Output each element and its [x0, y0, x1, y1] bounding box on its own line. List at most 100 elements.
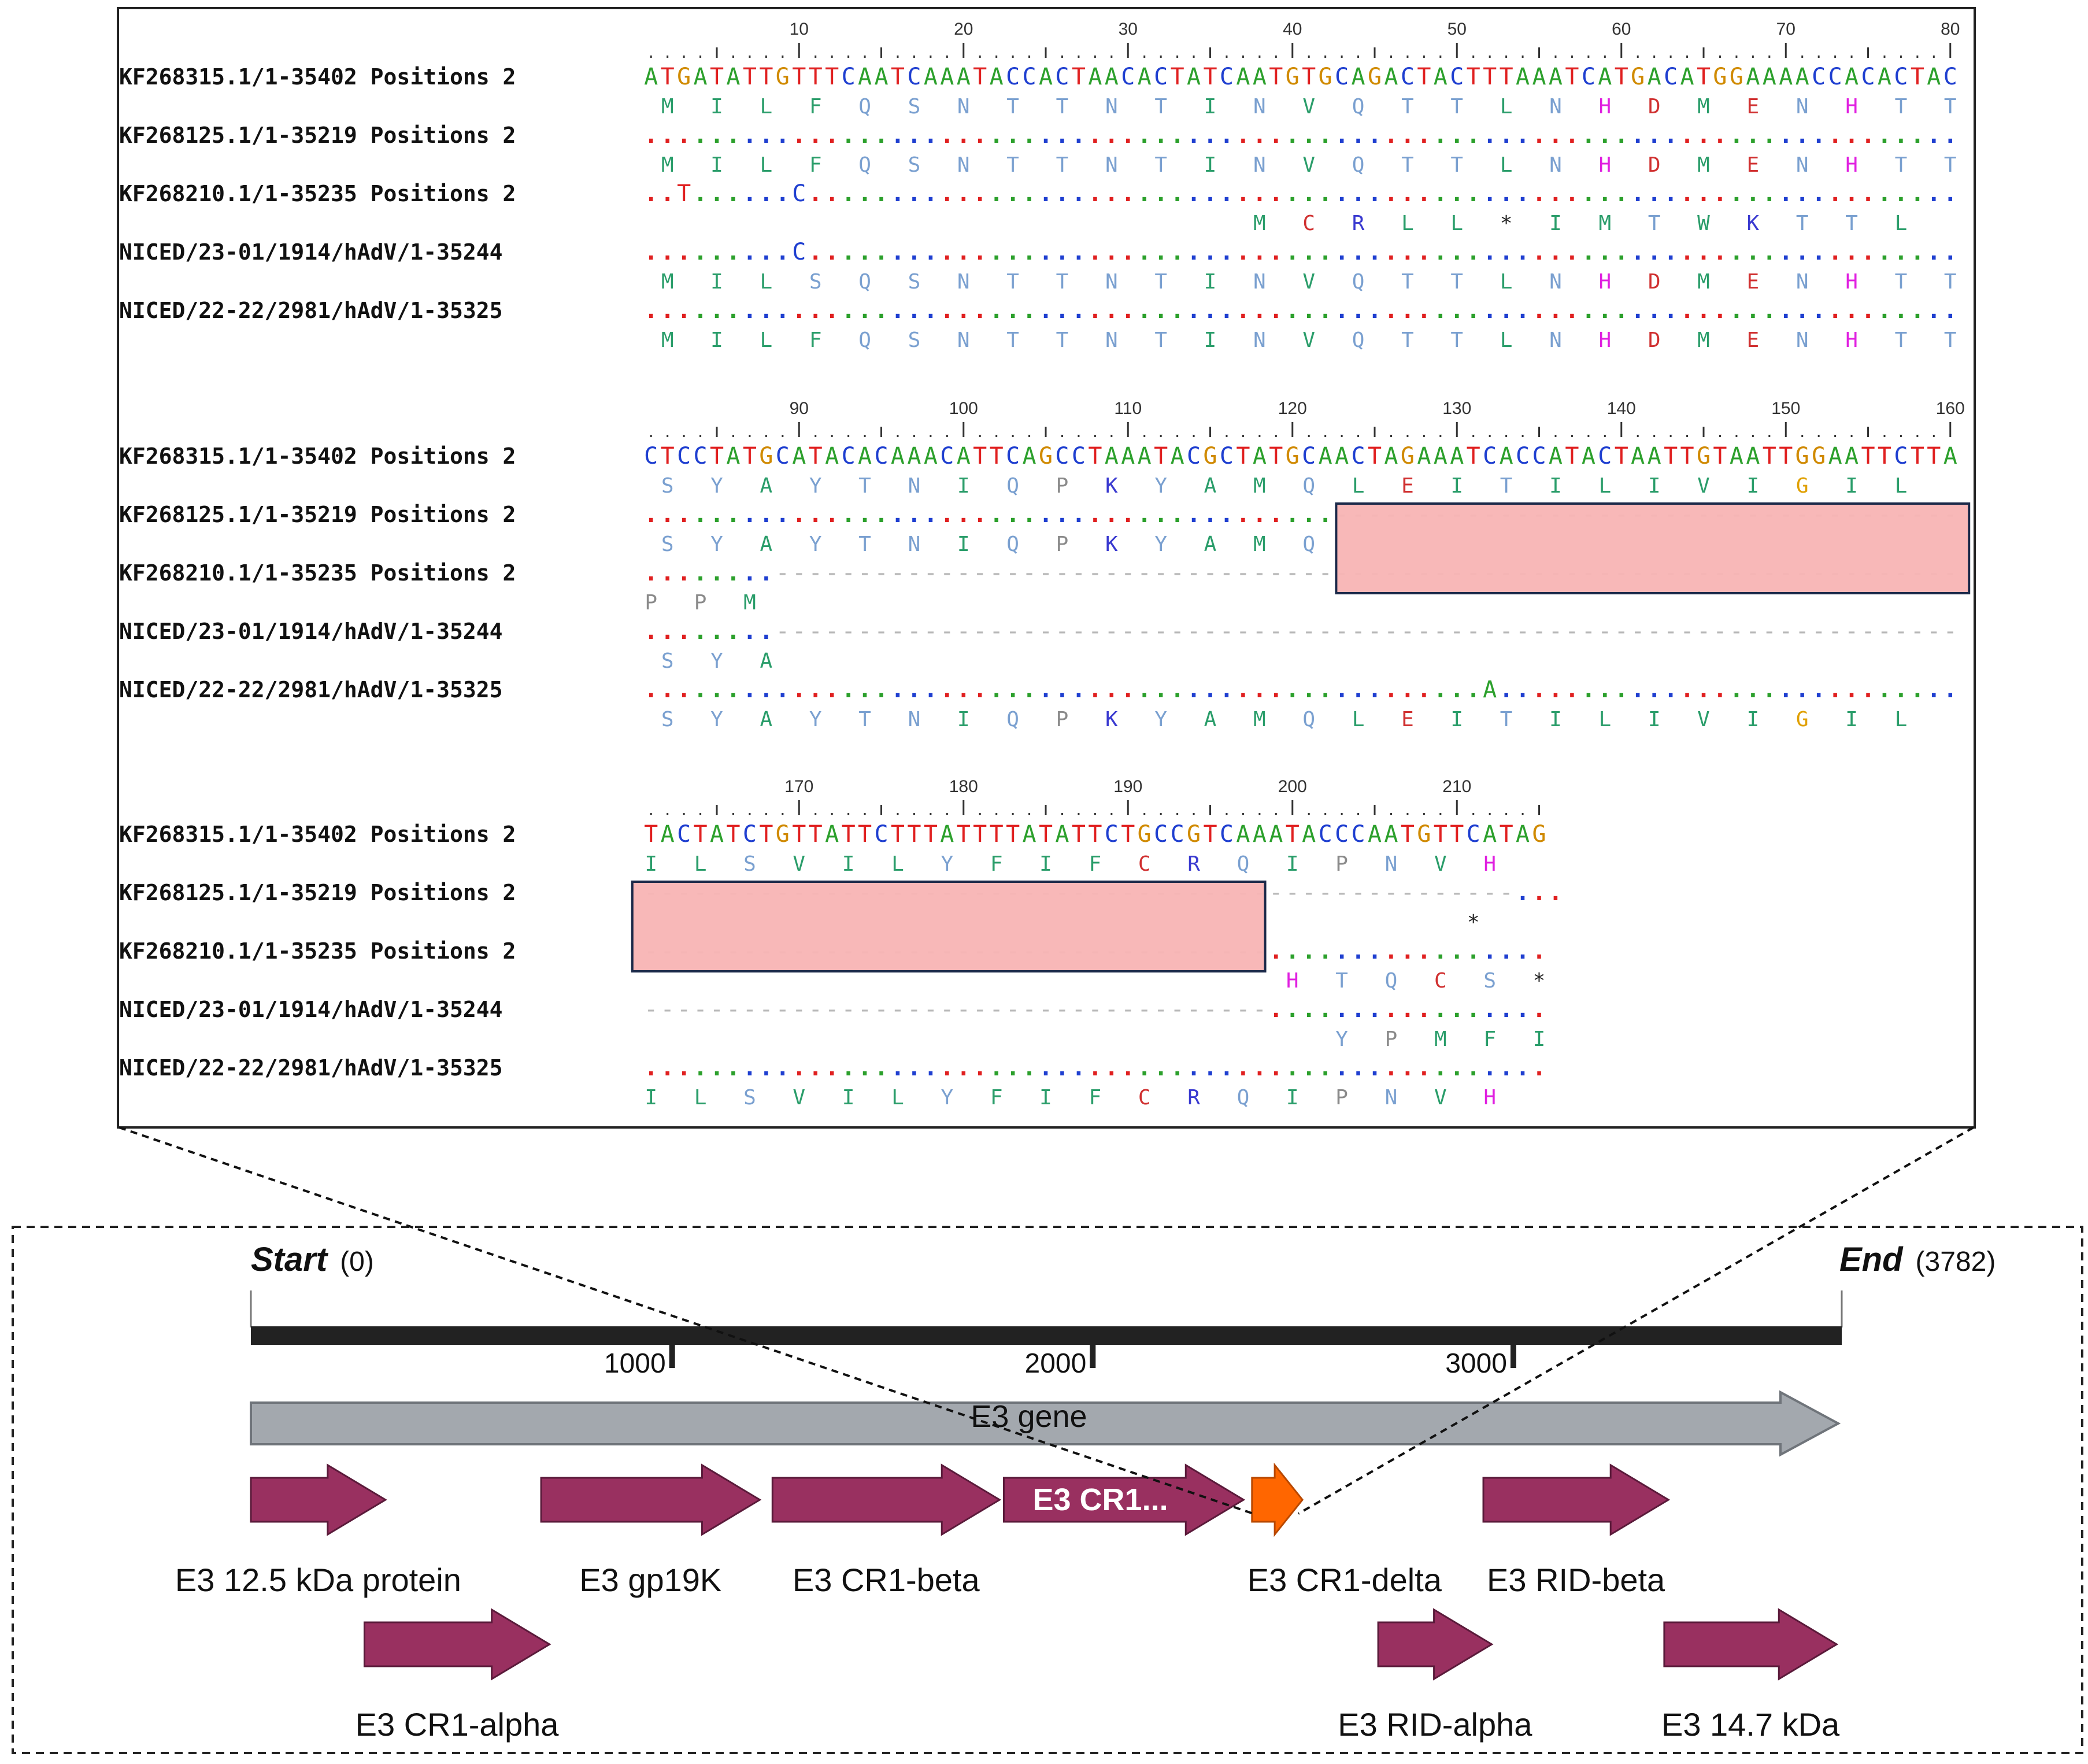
gene-arrow	[540, 1463, 762, 1536]
axis-tick-label: 1000	[604, 1348, 666, 1379]
axis-tick	[1510, 1345, 1516, 1368]
ruler-label: 60	[1612, 20, 1631, 39]
ruler-label: 110	[1114, 399, 1142, 418]
ruler-label: 70	[1776, 20, 1795, 39]
start-value: (0)	[340, 1247, 374, 1277]
axis-tick	[669, 1345, 675, 1368]
gene-arrow	[771, 1463, 1002, 1536]
sequence-name: KF268210.1/1-35235 Positions 2	[119, 181, 516, 206]
gene-arrow	[1251, 1462, 1304, 1537]
ruler-label: 30	[1119, 20, 1138, 39]
e3-gene-label: E3 gene	[971, 1399, 1087, 1434]
alignment-layer: 10 20 30 40 50 60 70 80 KF268315.1/1-35402 Posit…	[119, 20, 1971, 1110]
sequence-name: KF268125.1/1-35219 Positions 2	[119, 123, 516, 148]
e3-gene-arrow	[250, 1390, 1841, 1457]
ruler-label: 90	[790, 399, 809, 418]
ruler-label: 10	[790, 20, 809, 39]
start-label-group: Start (0)	[251, 1241, 374, 1278]
axis-tick	[1090, 1345, 1096, 1368]
nucleotide-sequence: ........................................…	[644, 122, 1957, 149]
axis-tick-label: 3000	[1445, 1348, 1507, 1379]
gene-label: E3 12.5 kDa protein	[175, 1562, 461, 1598]
alignment-block: 10 20 30 40 50 60 70 80 KF268315.1/1-35402 Posit…	[119, 20, 1960, 352]
gene-arrow	[1377, 1608, 1494, 1681]
ruler-label: 40	[1283, 20, 1302, 39]
ruler-label: 80	[1941, 20, 1960, 39]
gene-label: E3 gp19K	[579, 1562, 721, 1598]
ruler-label: 210	[1442, 777, 1471, 796]
start-label: Start	[251, 1241, 329, 1278]
gene-label: E3 RID-beta	[1487, 1562, 1665, 1598]
gene-arrow	[1663, 1608, 1839, 1681]
ruler-ticks	[650, 43, 1952, 58]
amino-acid-sequence: M C R L L * I M T W K T T L	[1253, 212, 1907, 235]
ruler-label: 150	[1771, 399, 1800, 418]
gene-label: E3 CR1-beta	[793, 1562, 980, 1598]
gene-inner-label: E3 CR1...	[1033, 1482, 1168, 1517]
genome-axis	[251, 1326, 1842, 1345]
nucleotide-sequence: --------------------------------------..…	[644, 996, 1546, 1023]
sequence-name: KF268315.1/1-35402 Positions 2	[119, 822, 516, 847]
gene-arrow	[250, 1463, 387, 1536]
sequence-name: NICED/22-22/2981/hAdV/1-35325	[119, 1055, 502, 1081]
sequence-name: KF268315.1/1-35402 Positions 2	[119, 443, 516, 469]
sequence-name: KF268210.1/1-35235 Positions 2	[119, 560, 516, 586]
end-value: (3782)	[1916, 1247, 1996, 1277]
axis-tick-label: 2000	[1025, 1348, 1087, 1379]
ruler-ticks	[650, 422, 1952, 437]
end-label-group: End (3782)	[1839, 1241, 1996, 1278]
zoom-line-left	[119, 1126, 1254, 1515]
gene-label: E3 CR1-delta	[1247, 1562, 1442, 1598]
zoom-line-right	[1298, 1126, 1974, 1515]
nucleotide-sequence: ........--------------------------------…	[644, 618, 1957, 645]
sequence-name: KF268315.1/1-35402 Positions 2	[119, 64, 516, 90]
nucleotide-sequence: ..T......C..............................…	[644, 180, 1957, 207]
ruler-label: 200	[1278, 777, 1307, 796]
ruler-label: 100	[949, 399, 978, 418]
ruler-label: 170	[784, 777, 813, 796]
ruler-label: 20	[954, 20, 973, 39]
ruler-label: 120	[1278, 399, 1307, 418]
gene-label: E3 14.7 kDa	[1661, 1706, 1840, 1743]
ruler-label: 180	[949, 777, 978, 796]
gene-map-layer: Start (0) End (3782) 1000 2000 3000 E3 gene E3 1…	[175, 1241, 1996, 1743]
ruler-label: 50	[1447, 20, 1467, 39]
nucleotide-sequence: ........................................…	[644, 1055, 1546, 1081]
gene-label: E3 RID-alpha	[1338, 1706, 1532, 1743]
sequence-name: NICED/22-22/2981/hAdV/1-35325	[119, 298, 502, 323]
sequence-name: KF268125.1/1-35219 Positions 2	[119, 502, 516, 527]
gene-arrow	[1003, 1463, 1246, 1536]
ruler-label: 130	[1442, 399, 1471, 418]
deletion-highlight	[1335, 502, 1971, 594]
gene-arrow	[363, 1608, 551, 1681]
sequence-name: NICED/23-01/1914/hAdV/1-35244	[119, 239, 502, 265]
amino-acid-sequence: H T Q C S *	[1286, 969, 1545, 993]
sequence-name: NICED/23-01/1914/hAdV/1-35244	[119, 997, 502, 1022]
ruler-label: 140	[1607, 399, 1636, 418]
sequence-name: NICED/23-01/1914/hAdV/1-35244	[119, 619, 502, 644]
amino-acid-sequence: *	[1467, 911, 1480, 934]
sequence-name: KF268125.1/1-35219 Positions 2	[119, 880, 516, 905]
nucleotide-sequence: ........................................…	[644, 676, 1957, 703]
nucleotide-sequence: ........................................…	[644, 297, 1957, 324]
ruler-ticks	[650, 800, 1541, 815]
gene-label: E3 CR1-alpha	[356, 1706, 560, 1743]
sequence-name: KF268210.1/1-35235 Positions 2	[119, 938, 516, 964]
sequence-name: NICED/22-22/2981/hAdV/1-35325	[119, 677, 502, 702]
